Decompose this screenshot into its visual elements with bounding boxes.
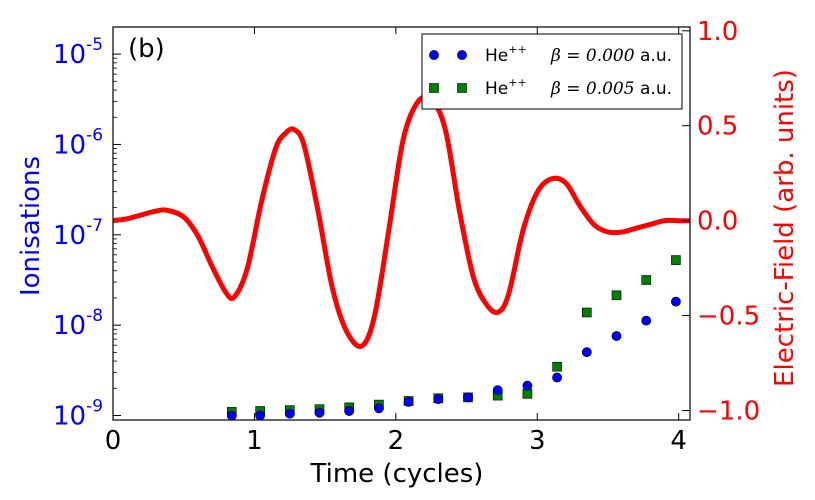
tick-exponent: -6: [86, 125, 103, 145]
data-point-beta005: [671, 255, 681, 265]
data-point-beta0: [671, 296, 681, 307]
data-point-beta0: [255, 410, 265, 421]
tick-exponent: -8: [86, 306, 103, 326]
y-right-tick-label: 1.0: [697, 17, 738, 47]
y-left-tick-label: 10-8: [53, 306, 103, 341]
data-point-beta005: [611, 290, 622, 301]
data-point-beta0: [226, 410, 237, 421]
plot-frame: [112, 26, 691, 421]
legend-marker-circle: [429, 50, 439, 60]
y-right-tick-label: −1.0: [697, 397, 760, 427]
data-point-beta0: [492, 385, 503, 396]
data-point-beta0: [344, 406, 355, 416]
data-point-beta0: [373, 403, 384, 414]
y-axis-right-label: Electric-Field (arb. units): [770, 69, 800, 387]
y-left-tick-label: 10-9: [53, 396, 103, 431]
data-point-beta0: [611, 331, 622, 341]
x-tick-label: 1: [246, 426, 263, 456]
tick-base: 10: [53, 40, 86, 70]
legend-box: [421, 33, 683, 110]
x-tick-label: 4: [670, 426, 687, 456]
tick-base: 10: [53, 311, 86, 341]
data-point-beta0: [581, 347, 592, 358]
data-point-beta005: [552, 361, 562, 372]
y-left-tick-label: 10-6: [53, 125, 103, 160]
tick-layer: 0 1 2 3 410-910-810-710-610-5−1.0−0.50.00.51…: [53, 17, 760, 456]
legend-marker-square: [457, 83, 467, 93]
data-point-beta0: [641, 315, 652, 326]
y-left-tick-label: 10-5: [53, 35, 103, 70]
legend-expression: β = 0.000: [550, 46, 635, 66]
data-point-beta0: [463, 392, 473, 403]
electric-field-line: [112, 94, 690, 349]
legend-expression: β = 0.005: [550, 79, 635, 99]
data-point-beta0: [284, 408, 295, 419]
data-point-beta005: [522, 388, 533, 399]
y-right-tick-label: 0.0: [697, 207, 738, 237]
legend-unit: a.u.: [640, 46, 672, 66]
x-tick-label: 2: [388, 426, 405, 456]
tick-base: 10: [53, 401, 86, 431]
legend: He++ β = 0.000 a.u. He++ β = 0.005 a.u.: [421, 33, 683, 110]
legend-species: He: [485, 46, 508, 66]
marker-layer: [226, 255, 681, 421]
data-point-beta0: [522, 380, 533, 391]
tick-base: 10: [53, 221, 86, 251]
y-axis-left-label: Ionisations: [16, 156, 46, 296]
data-point-beta005: [641, 275, 652, 285]
x-axis-label: Time (cycles): [310, 459, 484, 489]
data-point-beta005: [581, 307, 592, 318]
panel-label: (b): [128, 34, 165, 64]
x-tick-label: 3: [529, 426, 546, 456]
x-tick-label: 0: [105, 426, 122, 456]
legend-entry-beta005: He++ β = 0.005 a.u.: [429, 76, 672, 99]
field-layer: [112, 94, 690, 349]
data-point-beta0: [403, 396, 414, 407]
legend-marker-circle: [457, 50, 467, 60]
y-left-tick-label: 10-7: [53, 216, 103, 251]
tick-exponent: -7: [86, 216, 103, 236]
legend-species: He: [485, 79, 508, 99]
tick-exponent: -5: [86, 35, 103, 55]
tick-base: 10: [53, 130, 86, 160]
legend-charge: ++: [508, 43, 526, 56]
legend-marker-square: [429, 83, 439, 93]
data-point-beta0: [552, 372, 562, 383]
y-right-tick-label: 0.5: [697, 112, 738, 142]
legend-entry-beta0: He++ β = 0.000 a.u.: [429, 43, 672, 66]
data-point-beta0: [433, 394, 444, 405]
legend-charge: ++: [508, 76, 526, 89]
y-right-tick-label: −0.5: [697, 302, 760, 332]
legend-unit: a.u.: [640, 79, 672, 99]
tick-exponent: -9: [86, 396, 103, 416]
data-point-beta0: [314, 407, 325, 418]
